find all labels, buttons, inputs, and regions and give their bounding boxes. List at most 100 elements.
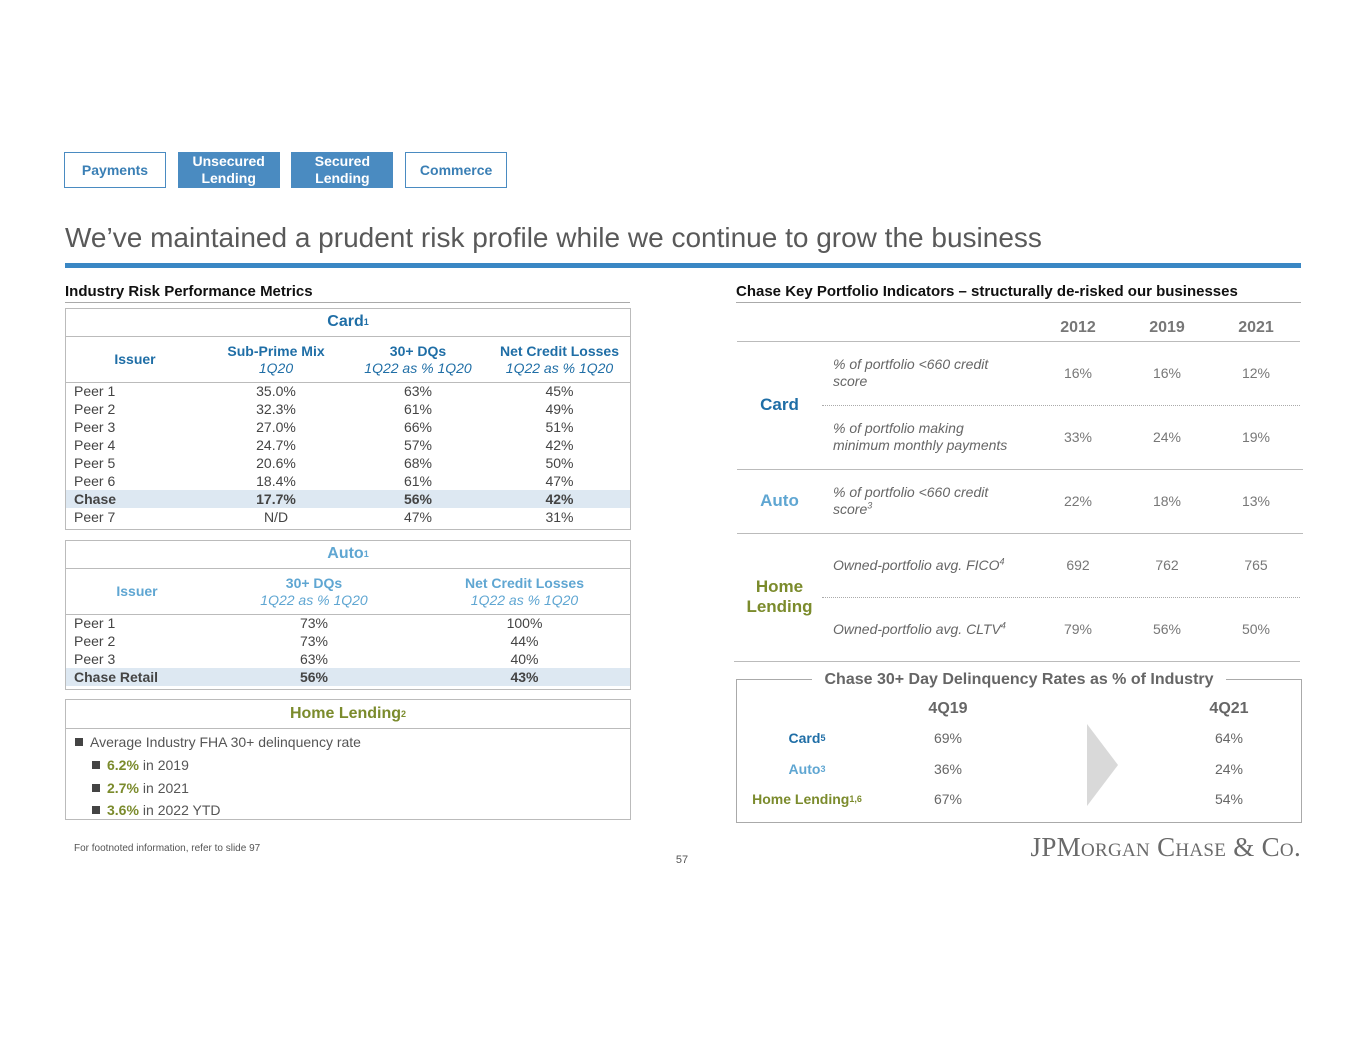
row-label: Peer 4 — [74, 437, 116, 453]
bullet-value: 3.6% — [107, 802, 139, 818]
group-name: Auto — [760, 491, 799, 510]
column-name: 30+ DQs — [285, 574, 343, 591]
column-header: 30+ DQs 1Q22 as % 1Q20 — [209, 569, 419, 614]
indicator-label: Owned-portfolio avg. CLTV4 — [833, 597, 1018, 661]
row-label: Peer 1 — [74, 383, 116, 399]
indicator-value: 13% — [1241, 493, 1271, 509]
nav-tab[interactable]: Secured Lending — [291, 152, 394, 188]
cell: 61% — [403, 473, 433, 489]
column-header: Net Credit Losses 1Q22 as % 1Q20 — [489, 337, 630, 382]
cell: N/D — [263, 509, 289, 525]
bullet-square — [75, 738, 83, 746]
cell: 24.7% — [256, 437, 296, 453]
table-title: Auto 1 — [65, 540, 631, 569]
table-box — [65, 308, 631, 530]
cell: 43% — [510, 669, 539, 685]
nav-tab[interactable]: Commerce — [405, 152, 508, 188]
cell: 50% — [545, 455, 574, 471]
indicator-label: % of portfolio <660 credit score3 — [833, 469, 1018, 533]
indicator-label: % of portfolio <660 credit score — [833, 341, 1018, 405]
column-name: Net Credit Losses — [464, 574, 585, 591]
row-label: Peer 2 — [74, 633, 116, 649]
indicator-value: 765 — [1244, 557, 1268, 573]
bullet-value: 6.2% — [107, 757, 139, 773]
footnote-ref: 4 — [1000, 619, 1006, 630]
indicator-value: 24% — [1152, 429, 1182, 445]
table-box — [65, 540, 631, 690]
column-header: Net Credit Losses 1Q22 as % 1Q20 — [419, 569, 630, 614]
cell: 40% — [510, 651, 539, 667]
rule — [65, 302, 630, 303]
row-name-text: Home Lending — [752, 791, 850, 807]
indicator-value: 12% — [1241, 365, 1271, 381]
cell: 73% — [299, 615, 329, 631]
column-name: Issuer — [116, 583, 158, 599]
column-sub: 1Q22 as % 1Q20 — [260, 591, 368, 608]
rule — [737, 469, 1303, 470]
column-sub: 1Q20 — [258, 359, 294, 376]
rule — [734, 661, 1300, 662]
delinquency-value: 64% — [1214, 730, 1244, 746]
cell: 42% — [545, 437, 574, 453]
period-header: 4Q19 — [928, 700, 968, 717]
bullet-square — [92, 806, 100, 814]
delinquency-row-name: Auto 3 — [788, 760, 826, 777]
column-header: Issuer — [65, 337, 205, 382]
table-title: Home Lending 2 — [65, 699, 631, 729]
delinquency-title: Chase 30+ Day Delinquency Rates as % of … — [812, 671, 1226, 689]
bullet-square — [92, 783, 100, 792]
footnote-ref: 4 — [999, 555, 1005, 566]
column-header: 30+ DQs 1Q22 as % 1Q20 — [347, 337, 489, 382]
bullet-label: in 2022 YTD — [142, 802, 221, 818]
indicator-value: 19% — [1241, 429, 1271, 445]
page-number: 57 — [675, 854, 689, 866]
cell: 68% — [403, 455, 433, 471]
rule — [737, 341, 1300, 342]
nav-tab[interactable]: Unsecured Lending — [177, 152, 280, 188]
cell: 27.0% — [256, 419, 296, 435]
bullet-label: in 2021 — [142, 779, 189, 796]
delinquency-row-name: Card 5 — [788, 730, 826, 746]
highlight-row — [66, 668, 630, 686]
indicator-value: 18% — [1152, 493, 1182, 509]
cell: 61% — [403, 401, 433, 417]
column-name: 30+ DQs — [389, 342, 447, 359]
row-name-text: Auto — [788, 760, 821, 777]
bullet-item: 3.6% in 2022 YTD — [107, 801, 407, 819]
nav-tab[interactable]: Payments — [64, 152, 166, 188]
bullet-label: in 2019 — [142, 757, 189, 773]
indicator-text: Owned-portfolio avg. CLTV4 — [833, 619, 1006, 638]
indicator-label-text: Owned-portfolio avg. CLTV — [833, 620, 1001, 637]
indicator-text: % of portfolio <660 credit score — [833, 356, 1018, 390]
cell: 44% — [510, 633, 539, 649]
year-header: 2012 — [1060, 319, 1096, 336]
year-header: 2019 — [1149, 319, 1185, 336]
delinquency-row-name: Home Lending 1,6 — [752, 791, 862, 807]
slide-title: We’ve maintained a prudent risk profile … — [65, 222, 1042, 253]
delinquency-value: 24% — [1214, 760, 1244, 777]
bullet-item: 6.2% in 2019 — [107, 756, 407, 774]
indicator-label-text: % of portfolio <660 credit score — [833, 356, 989, 389]
column-name: Sub-Prime Mix — [227, 342, 325, 359]
table-title-text: Auto — [327, 545, 364, 562]
indicator-label: % of portfolio making minimum monthly pa… — [833, 405, 1018, 469]
delinquency-value: 54% — [1214, 791, 1244, 807]
column-sub: 1Q22 as % 1Q20 — [364, 359, 472, 376]
cell: 51% — [545, 419, 574, 435]
row-label: Peer 6 — [74, 473, 116, 489]
indicator-text: % of portfolio <660 credit score3 — [833, 484, 1018, 518]
cell: 57% — [403, 437, 433, 453]
footnote: For footnoted information, refer to slid… — [74, 843, 261, 854]
year-header: 2021 — [1238, 319, 1274, 336]
cell: 73% — [299, 633, 329, 649]
indicator-value: 16% — [1152, 365, 1182, 381]
row-label: Peer 3 — [74, 419, 116, 435]
indicator-text: Owned-portfolio avg. FICO4 — [833, 555, 1005, 574]
cell: 66% — [403, 419, 433, 435]
delinquency-title-wrap: Chase 30+ Day Delinquency Rates as % of … — [736, 670, 1302, 690]
cell: 17.7% — [256, 491, 296, 507]
column-sub: 1Q22 as % 1Q20 — [505, 359, 614, 376]
cell: 42% — [545, 491, 574, 507]
column-sub: 1Q22 as % 1Q20 — [470, 591, 579, 608]
indicator-label-text: Owned-portfolio avg. FICO — [833, 556, 1000, 573]
